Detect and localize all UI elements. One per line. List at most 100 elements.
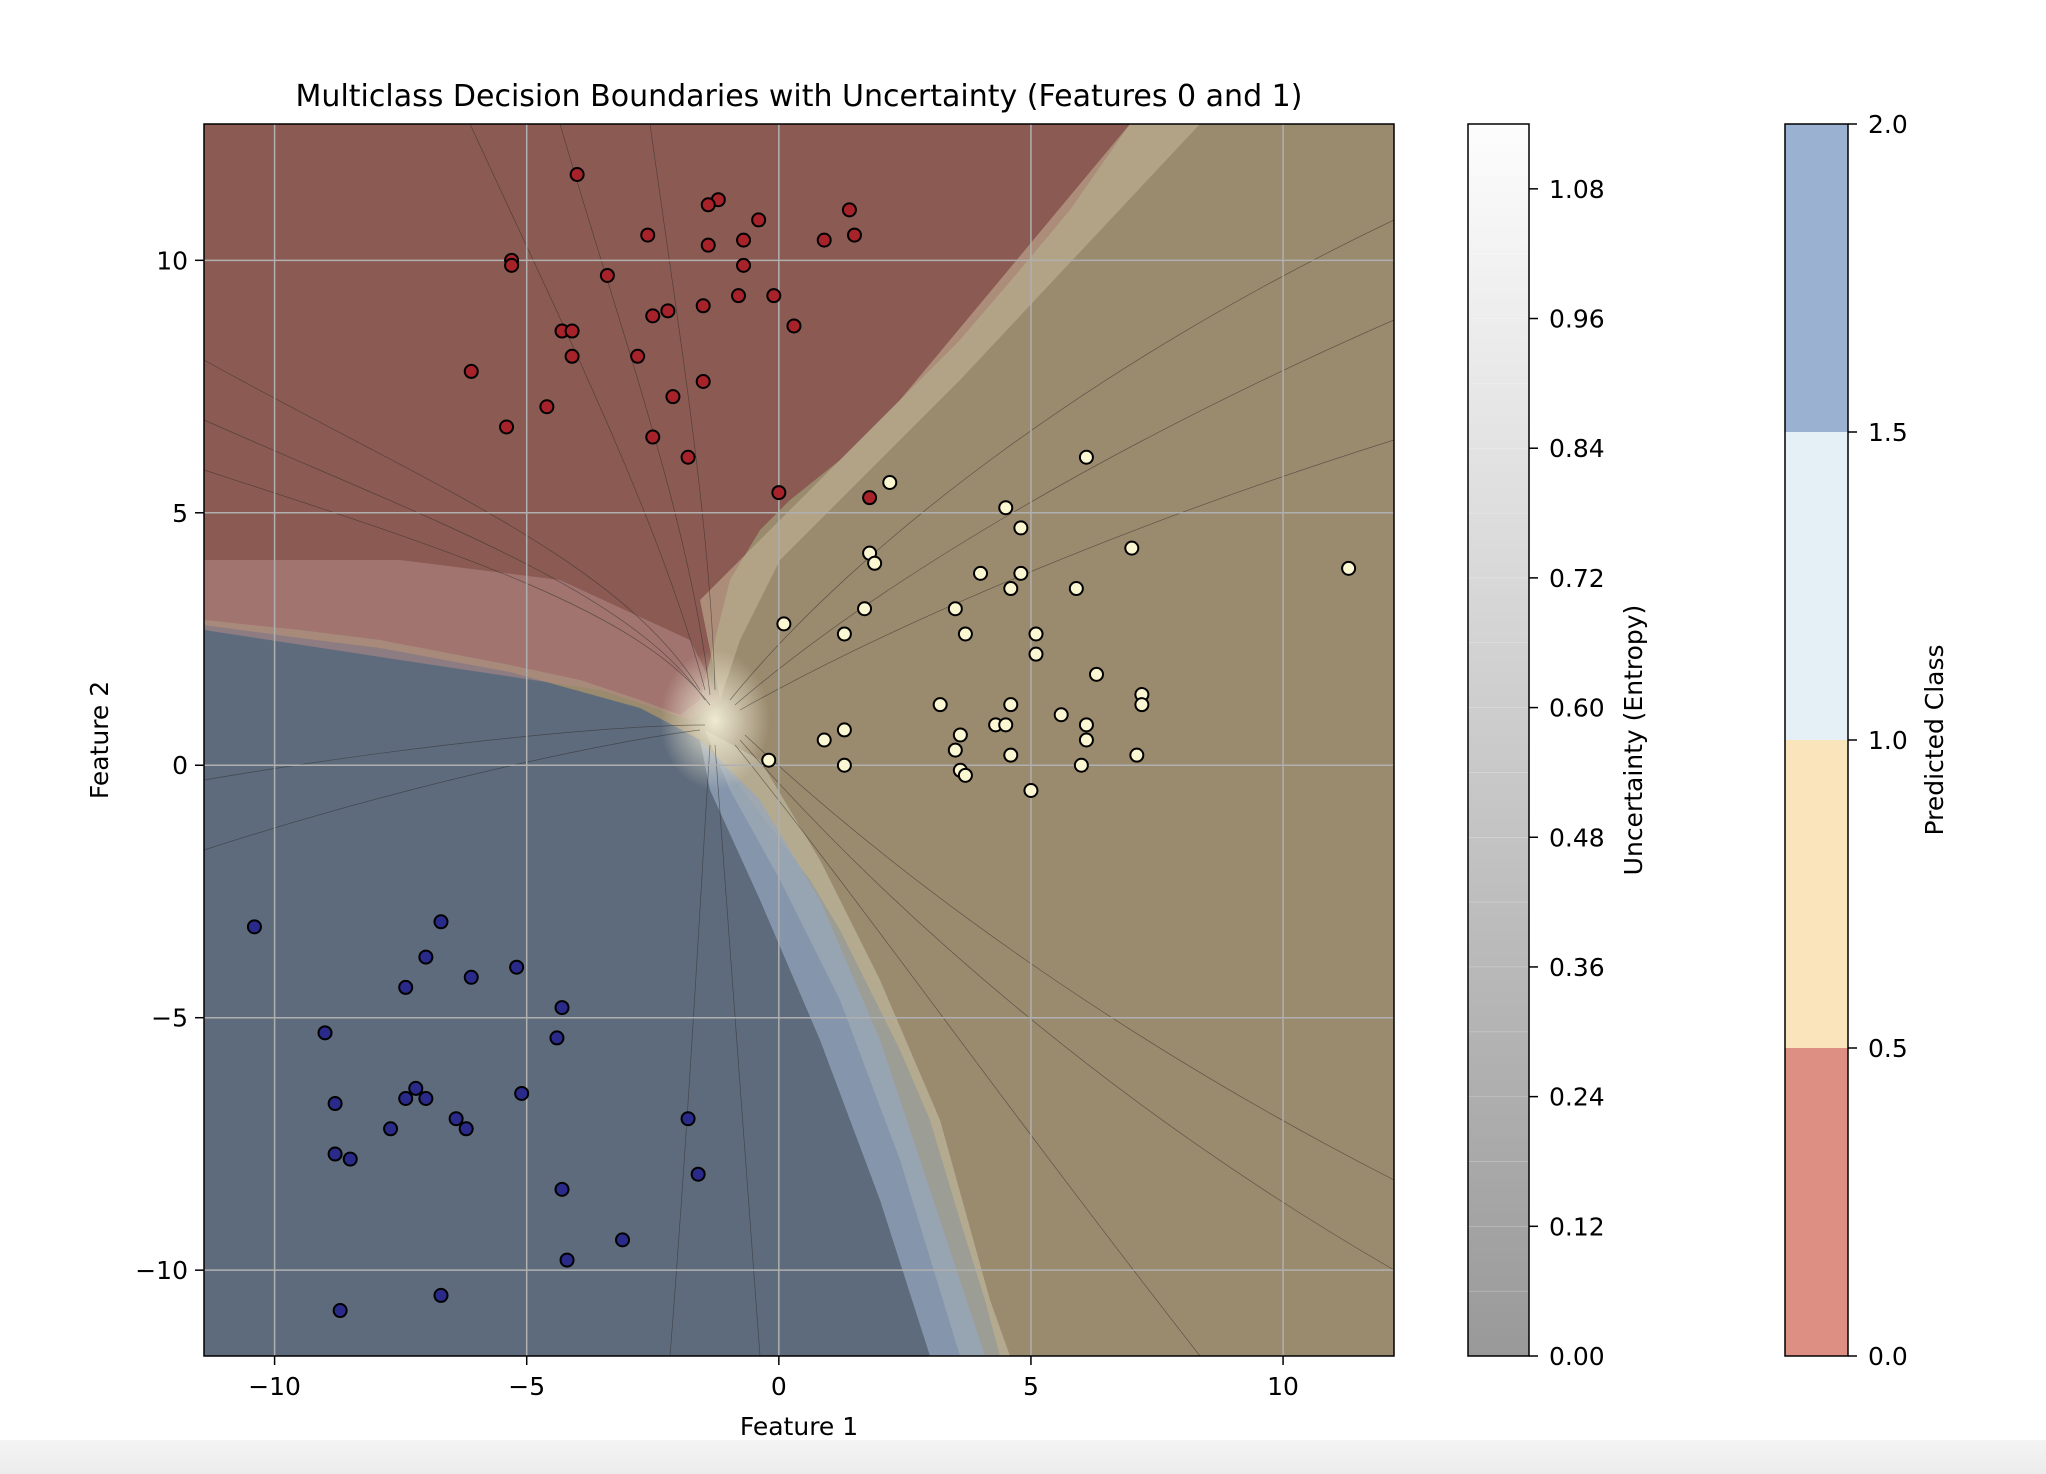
uncertainty-colorbar-tick-label: 0.60	[1549, 694, 1605, 723]
y-tick-label: −10	[135, 1256, 188, 1285]
data-point-class-2	[448, 1111, 464, 1127]
data-point-class-2	[246, 919, 262, 935]
transition-band-2	[700, 740, 985, 1356]
data-point-class-0	[695, 374, 711, 390]
data-point-class-1	[816, 732, 832, 748]
data-point-class-1	[1023, 782, 1039, 798]
data-point-class-2	[680, 1111, 696, 1127]
data-point-class-1	[836, 626, 852, 642]
data-point-class-1	[1013, 520, 1029, 536]
class-colorbar-band	[1785, 1048, 1848, 1356]
data-point-class-1	[952, 727, 968, 743]
data-point-class-0	[564, 348, 580, 364]
data-point-class-0	[730, 288, 746, 304]
class-colorbar-ticks: 0.0 0.5 1.0 1.5 2.0	[1848, 110, 1908, 1371]
data-point-class-0	[695, 298, 711, 314]
data-point-class-2	[342, 1151, 358, 1167]
x-tick-label: 5	[1023, 1372, 1039, 1401]
class-colorbar-tick-label: 2.0	[1868, 110, 1908, 139]
data-point-class-1	[998, 717, 1014, 733]
class-colorbar-bands	[1785, 124, 1848, 1356]
uncertainty-colorbar-ticks: 0.00 0.12 0.24 0.36 0.48 0.60 0.72 0.84 0.96 1.08	[1529, 175, 1605, 1371]
data-point-class-0	[645, 429, 661, 445]
class-colorbar-tick-label: 1.0	[1868, 726, 1908, 755]
data-point-class-1	[998, 500, 1014, 516]
class-colorbar-tick-label: 0.5	[1868, 1034, 1908, 1063]
uncertainty-colorbar-tick-label: 0.00	[1549, 1342, 1605, 1371]
data-point-class-0	[504, 257, 520, 273]
grid-lines	[204, 124, 1394, 1356]
data-point-class-1	[973, 565, 989, 581]
data-point-class-2	[408, 1080, 424, 1096]
data-point-class-2	[398, 1090, 414, 1106]
y-axis: −10 −5 0 5 10	[135, 246, 204, 1285]
data-point-class-1	[867, 555, 883, 571]
x-tick-label: −5	[508, 1372, 545, 1401]
data-point-class-2	[332, 1303, 348, 1319]
class-colorbar-tick-label: 0.0	[1868, 1342, 1908, 1371]
data-point-class-2	[418, 1090, 434, 1106]
data-point-class-1	[1129, 747, 1145, 763]
data-point-class-1	[1078, 732, 1094, 748]
decision-regions	[204, 124, 1394, 1356]
uncertainty-colorbar: 0.00 0.12 0.24 0.36 0.48 0.60 0.72 0.84 0.96 1.08…	[1467, 123, 1648, 1371]
data-point-class-1	[1053, 707, 1069, 723]
data-point-class-0	[766, 288, 782, 304]
data-point-class-1	[776, 616, 792, 632]
data-point-class-0	[630, 348, 646, 364]
data-points	[246, 166, 1357, 1319]
data-point-class-0	[751, 212, 767, 228]
data-point-class-2	[433, 1287, 449, 1303]
data-point-class-0	[816, 232, 832, 248]
data-point-class-1	[1078, 449, 1094, 465]
data-point-class-2	[554, 1000, 570, 1016]
data-point-class-0	[846, 227, 862, 243]
plot-area	[203, 123, 1395, 1357]
data-point-class-2	[463, 969, 479, 985]
data-point-class-1	[1028, 626, 1044, 642]
class-colorbar-tick-label: 1.5	[1868, 418, 1908, 447]
data-point-class-2	[458, 1121, 474, 1137]
data-point-class-2	[509, 959, 525, 975]
data-point-class-2	[327, 1096, 343, 1112]
uncertainty-colorbar-tick-label: 0.12	[1549, 1212, 1605, 1241]
data-point-class-1	[932, 697, 948, 713]
uncertainty-colorbar-tick-label: 0.96	[1549, 305, 1605, 334]
x-tick-label: 0	[771, 1372, 787, 1401]
data-point-class-1	[1003, 581, 1019, 597]
data-point-class-1	[882, 474, 898, 490]
data-point-class-0	[463, 363, 479, 379]
data-point-class-0	[786, 318, 802, 334]
data-point-class-2	[615, 1232, 631, 1248]
x-axis-label: Feature 1	[740, 1412, 858, 1441]
uncertainty-colorbar-tick-label: 0.84	[1549, 434, 1605, 463]
uncertainty-colorbar-frame	[1467, 123, 1530, 1357]
uncertainty-colorbar-bands	[1468, 123, 1529, 1292]
y-tick-label: 0	[172, 751, 188, 780]
data-point-class-1	[1124, 540, 1140, 556]
region-class-2	[204, 625, 1000, 1356]
uncertainty-colorbar-tick-label: 1.08	[1549, 175, 1605, 204]
y-tick-label: 5	[172, 499, 188, 528]
uncertainty-colorbar-tick-label: 0.72	[1549, 564, 1605, 593]
y-tick-label: −5	[151, 1004, 188, 1033]
data-point-class-0	[771, 485, 787, 501]
data-point-class-1	[1134, 697, 1150, 713]
class-colorbar-label: Predicted Class	[1920, 644, 1949, 835]
data-point-class-0	[539, 399, 555, 415]
data-point-class-2	[549, 1030, 565, 1046]
data-point-class-1	[957, 626, 973, 642]
data-point-class-1	[836, 722, 852, 738]
data-point-class-1	[836, 757, 852, 773]
data-point-class-1	[1089, 666, 1104, 682]
data-point-class-0	[665, 389, 681, 405]
data-point-class-1	[1028, 646, 1044, 662]
y-axis-label: Feature 2	[85, 681, 114, 799]
data-point-class-0	[700, 237, 716, 253]
data-point-class-1	[1078, 717, 1094, 733]
data-point-class-0	[736, 257, 752, 273]
data-point-class-2	[690, 1166, 706, 1182]
data-point-class-0	[660, 303, 676, 319]
data-point-class-1	[761, 752, 777, 768]
data-point-class-0	[564, 323, 580, 339]
